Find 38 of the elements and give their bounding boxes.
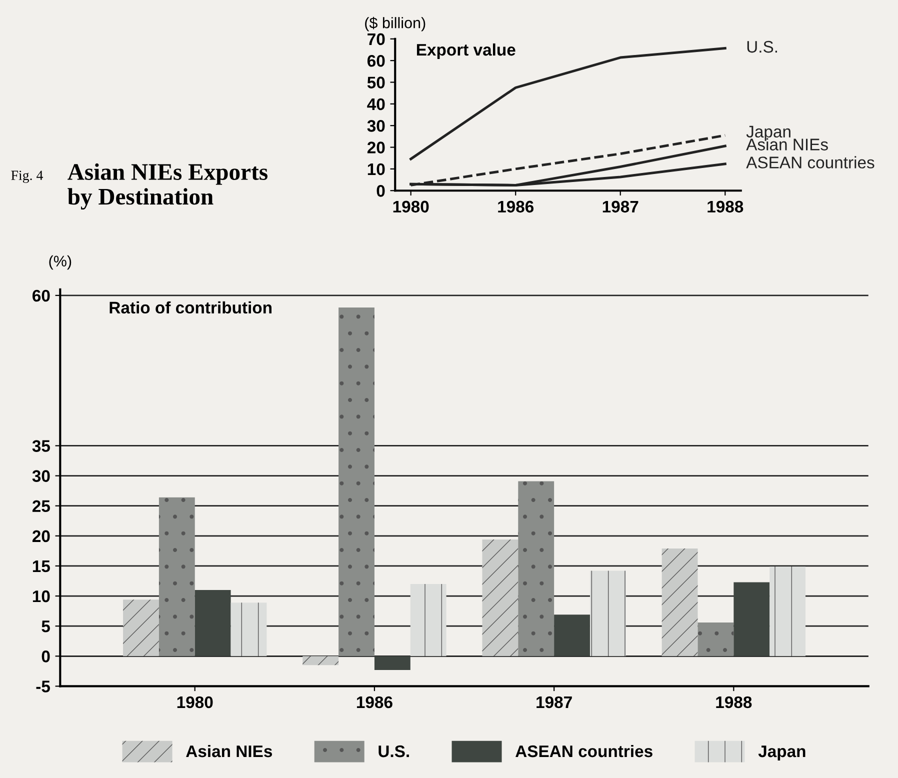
legend-label: Asian NIEs <box>186 744 272 758</box>
y-tick-label: 5 <box>42 620 50 632</box>
legend-label: Japan <box>758 746 806 760</box>
x-tick-label: 1988 <box>716 696 752 708</box>
text: Ratio of contribution <box>110 301 272 314</box>
y-axis-title: (%) <box>49 255 72 270</box>
caption: Fig. 4 <box>11 170 43 183</box>
y-tick-label: 40 <box>367 98 385 110</box>
y-tick-label: 30 <box>32 470 50 482</box>
y-tick-label: 60 <box>32 290 50 302</box>
x-tick-label: 1988 <box>708 200 744 213</box>
y-tick-label: 30 <box>367 120 385 132</box>
y-tick-label: 70 <box>368 33 385 46</box>
y-tick-label: 20 <box>32 530 50 542</box>
y-tick-label: 25 <box>32 500 50 512</box>
x-tick-label: 1987 <box>602 200 638 213</box>
y-tick-label: 0 <box>376 185 385 197</box>
y-tick-label: 10 <box>368 163 385 176</box>
y-axis-title: ($ billion) <box>365 16 426 32</box>
text: Asian NIEs Exports by Destination <box>68 163 268 210</box>
y-tick-label: 35 <box>32 440 50 452</box>
y-tick-label: 0 <box>42 650 50 662</box>
y-tick-label: 50 <box>367 76 385 88</box>
legend-label: ASEAN countries <box>516 744 652 758</box>
series-label: ASEAN countries <box>746 156 874 168</box>
y-tick-label: 20 <box>367 142 385 154</box>
x-tick-label: 1980 <box>177 696 213 708</box>
x-tick-label: 1986 <box>498 200 534 213</box>
chart-title: Export value <box>416 43 516 59</box>
y-tick-label: 10 <box>32 590 50 602</box>
y-tick-label: 60 <box>367 54 385 67</box>
x-tick-label: 1987 <box>536 696 572 708</box>
legend-label: U.S. <box>378 745 409 758</box>
x-tick-label: 1986 <box>356 696 392 708</box>
x-tick-label: 1980 <box>393 200 429 213</box>
y-tick-label: -5 <box>36 680 50 692</box>
series-label: U.S. <box>747 40 777 53</box>
y-tick-label: 15 <box>32 560 50 572</box>
